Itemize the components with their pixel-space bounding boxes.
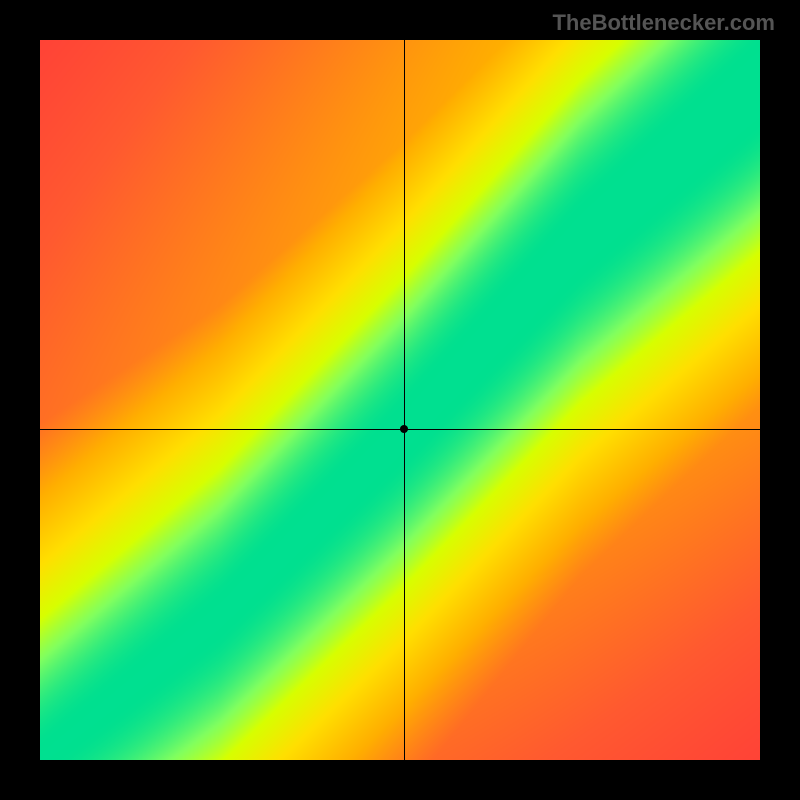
heatmap-plot — [40, 40, 760, 760]
crosshair-marker — [400, 425, 408, 433]
watermark-text: TheBottlenecker.com — [552, 10, 775, 36]
heatmap-canvas — [40, 40, 760, 760]
crosshair-vertical — [404, 40, 405, 760]
chart-container: TheBottlenecker.com — [0, 0, 800, 800]
